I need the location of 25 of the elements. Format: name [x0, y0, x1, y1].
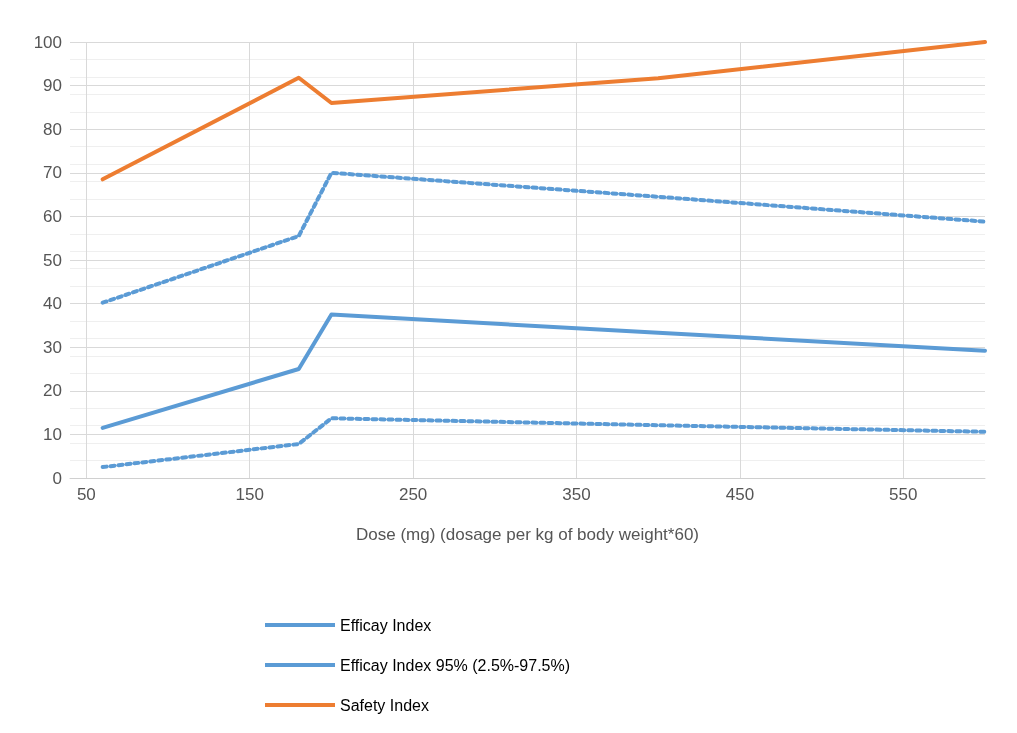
y-tick-label: 10: [43, 424, 62, 444]
y-tick-label: 100: [33, 32, 62, 52]
legend-label: Efficay Index 95% (2.5%-97.5%): [340, 656, 571, 674]
y-tick-label: 50: [43, 250, 62, 270]
x-tick-label: 350: [562, 485, 591, 504]
line-series: [100, 416, 987, 470]
line-series: [100, 170, 987, 305]
y-tick-label: 30: [43, 337, 62, 357]
line-series: [100, 40, 987, 182]
x-tick-label: 50: [76, 485, 96, 504]
y-tick-label: 90: [43, 76, 62, 96]
line-series: [100, 312, 987, 430]
y-tick-label: 40: [43, 294, 62, 314]
legend-label: Safety Index: [340, 696, 429, 714]
y-tick-label: 70: [43, 163, 62, 183]
legend-label: Efficay Index: [340, 616, 432, 634]
x-tick-label: 150: [235, 485, 264, 504]
x-tick-label: 250: [398, 485, 428, 504]
y-tick-label: 0: [52, 468, 62, 488]
x-tick-label: 450: [725, 485, 755, 504]
y-tick-label: 60: [43, 206, 62, 226]
x-axis-title: Dose (mg) (dosage per kg of body weight*60): [355, 525, 700, 544]
y-tick-label: 80: [43, 119, 62, 139]
x-tick-label: 550: [889, 485, 918, 504]
y-tick-label: 20: [43, 381, 62, 401]
